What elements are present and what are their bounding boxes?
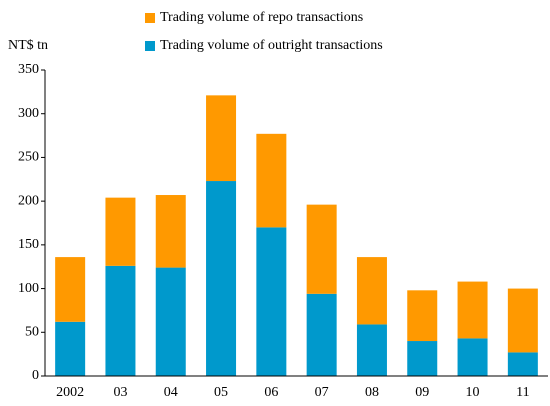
bar-segment — [356, 324, 387, 376]
y-tick-label: 0 — [32, 368, 39, 383]
x-tick-label: 11 — [516, 385, 529, 400]
bar-segment — [256, 133, 287, 228]
y-tick-label: 200 — [18, 193, 39, 208]
x-tick-label: 07 — [315, 385, 329, 400]
legend-swatch — [145, 13, 155, 23]
y-tick-label: 100 — [18, 281, 39, 296]
bar-segment — [155, 195, 186, 268]
x-tick-label: 04 — [164, 385, 178, 400]
y-tick-label: 150 — [18, 237, 39, 252]
bar-segment — [105, 197, 136, 266]
bar-segment — [457, 338, 488, 376]
bar-segment — [407, 290, 438, 342]
bar-segment — [206, 95, 237, 182]
bar-segment — [407, 341, 438, 376]
y-tick-label: 250 — [18, 150, 39, 165]
bar-segment — [507, 288, 538, 353]
y-axis-label: NT$ tn — [8, 38, 48, 53]
bar-segment — [155, 267, 186, 376]
bar-segment — [206, 181, 237, 376]
y-tick-label: 350 — [18, 62, 39, 77]
x-tick-label: 10 — [466, 385, 480, 400]
bar-segment — [356, 257, 387, 325]
bar-segment — [457, 281, 488, 339]
x-tick-label: 06 — [264, 385, 278, 400]
bar-segment — [256, 227, 287, 376]
legend-swatch — [145, 41, 155, 51]
bar-segment — [306, 293, 337, 376]
y-tick-label: 300 — [18, 106, 39, 121]
bar-segment — [306, 204, 337, 294]
x-tick-label: 08 — [365, 385, 379, 400]
bar-segment — [507, 352, 538, 376]
x-tick-label: 09 — [415, 385, 429, 400]
x-tick-label: 05 — [214, 385, 228, 400]
x-tick-label: 2002 — [56, 385, 84, 400]
legend-label: Trading volume of outright transactions — [160, 38, 383, 53]
y-tick-label: 50 — [25, 325, 39, 340]
bar-segment — [55, 321, 86, 376]
x-tick-label: 03 — [113, 385, 127, 400]
bar-segment — [55, 257, 86, 322]
bar-segment — [105, 265, 136, 376]
legend-label: Trading volume of repo transactions — [160, 10, 363, 25]
